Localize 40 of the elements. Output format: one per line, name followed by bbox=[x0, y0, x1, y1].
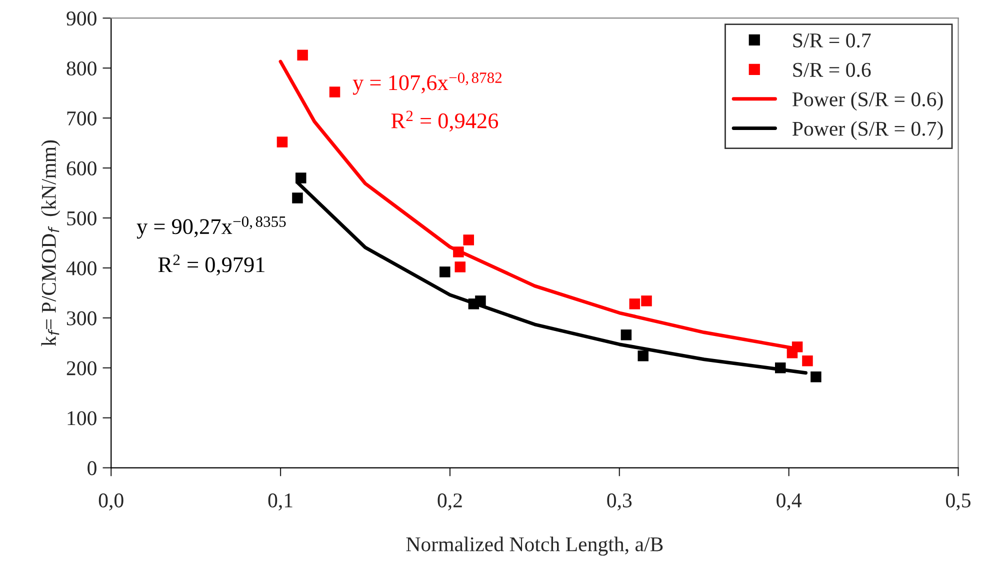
y-tick-label: 200 bbox=[66, 361, 96, 376]
annotation: R$^{2}$ = 0,9426 bbox=[391, 110, 498, 132]
annotation: y = 107,6x$^{−0,8782}$ bbox=[352, 72, 502, 95]
point bbox=[463, 234, 474, 246]
x-tick-label: 0,1 bbox=[268, 493, 292, 510]
x-tick-label: 0,5 bbox=[946, 493, 970, 510]
y-tick-label: 600 bbox=[66, 161, 96, 176]
x-tick-label: 0,0 bbox=[98, 493, 124, 510]
legend-label: S/R = 0.7 bbox=[793, 33, 871, 48]
y-tick-label: 800 bbox=[66, 61, 96, 76]
y-tick-label: 100 bbox=[68, 411, 96, 426]
x-axis-title: Normalized Notch Length, a/B bbox=[406, 536, 663, 556]
y-tick-label: 900 bbox=[66, 11, 96, 26]
point bbox=[440, 266, 450, 278]
point bbox=[641, 296, 652, 306]
annotation: y = 90,27x$^{−0,8355}$ bbox=[136, 216, 286, 239]
y-tick-label: 0 bbox=[88, 461, 96, 476]
x-tick-label: 0,2 bbox=[438, 493, 462, 510]
x-tick-label: 0,3 bbox=[607, 493, 632, 510]
legend-label: S/R = 0.6 bbox=[793, 62, 871, 78]
point bbox=[276, 136, 288, 148]
point bbox=[629, 298, 640, 310]
point bbox=[292, 192, 303, 204]
point bbox=[638, 350, 649, 362]
annotation: R$^{2}$ = 0,9791 bbox=[158, 254, 264, 276]
y-tick-label: 300 bbox=[66, 311, 96, 326]
point bbox=[620, 330, 632, 340]
legend-label: Power (S/R = 0.6) bbox=[792, 92, 943, 111]
x-tick-label: 0,4 bbox=[776, 493, 802, 510]
point bbox=[810, 371, 822, 382]
point bbox=[454, 262, 466, 272]
point bbox=[295, 172, 306, 184]
point bbox=[297, 50, 308, 60]
y-tick-label: 500 bbox=[67, 211, 96, 226]
point bbox=[802, 355, 813, 366]
y-tick-label: 400 bbox=[66, 261, 96, 276]
legend-label: Power (S/R = 0.7) bbox=[792, 121, 943, 140]
y-axis-title: k$_{f}$= P/CMOD$_{f}$ (kN/mm) bbox=[41, 140, 60, 346]
point bbox=[329, 86, 340, 98]
y-tick-label: 700 bbox=[67, 111, 96, 126]
